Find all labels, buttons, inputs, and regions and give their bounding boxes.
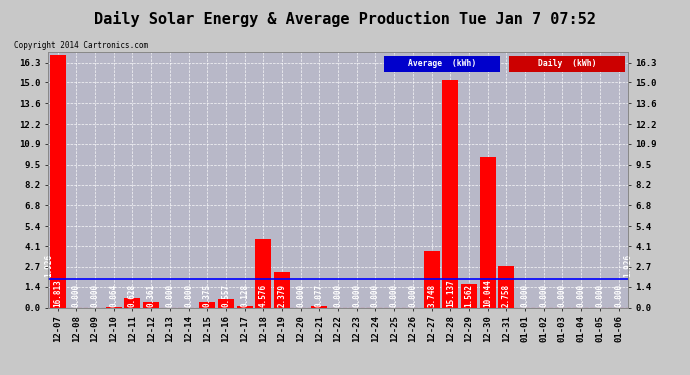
- Bar: [124, 298, 140, 307]
- Text: 0.077: 0.077: [315, 284, 324, 307]
- Bar: [274, 272, 290, 308]
- Bar: [237, 306, 253, 308]
- Text: Copyright 2014 Cartronics.com: Copyright 2014 Cartronics.com: [14, 41, 148, 50]
- Text: 0.000: 0.000: [353, 284, 362, 307]
- Text: 0.000: 0.000: [540, 284, 549, 307]
- Text: 0.000: 0.000: [333, 284, 343, 307]
- Text: 3.748: 3.748: [427, 284, 436, 307]
- Text: 0.000: 0.000: [408, 284, 417, 307]
- Bar: [255, 239, 271, 308]
- Text: 10.044: 10.044: [483, 279, 492, 307]
- Text: 1.926: 1.926: [43, 254, 53, 277]
- Text: 0.064: 0.064: [109, 284, 118, 307]
- Text: 0.128: 0.128: [240, 284, 249, 307]
- Text: Daily  (kWh): Daily (kWh): [538, 60, 596, 69]
- Text: 0.361: 0.361: [147, 284, 156, 307]
- Bar: [480, 157, 495, 308]
- Text: 0.000: 0.000: [72, 284, 81, 307]
- Bar: [144, 302, 159, 307]
- Bar: [442, 81, 458, 308]
- Bar: [218, 299, 234, 307]
- Text: 1.926: 1.926: [623, 254, 633, 277]
- Text: 0.000: 0.000: [166, 284, 175, 307]
- FancyBboxPatch shape: [384, 56, 500, 72]
- Bar: [424, 251, 440, 308]
- Bar: [498, 266, 514, 308]
- FancyBboxPatch shape: [509, 56, 625, 72]
- Text: 0.000: 0.000: [184, 284, 193, 307]
- Text: 0.000: 0.000: [296, 284, 305, 307]
- Text: 2.379: 2.379: [277, 284, 286, 307]
- Text: 0.000: 0.000: [371, 284, 380, 307]
- Text: 0.000: 0.000: [558, 284, 567, 307]
- Text: 2.758: 2.758: [502, 284, 511, 307]
- Text: 0.000: 0.000: [595, 284, 604, 307]
- Text: 0.000: 0.000: [90, 284, 99, 307]
- Text: 16.813: 16.813: [53, 279, 62, 307]
- Bar: [50, 55, 66, 308]
- Text: 4.576: 4.576: [259, 284, 268, 307]
- Text: 0.000: 0.000: [520, 284, 529, 307]
- Text: Average  (kWh): Average (kWh): [408, 60, 477, 69]
- Text: 1.562: 1.562: [464, 284, 473, 307]
- Text: 0.628: 0.628: [128, 284, 137, 307]
- Bar: [106, 306, 121, 308]
- Text: 0.000: 0.000: [577, 284, 586, 307]
- Text: 0.000: 0.000: [390, 284, 399, 307]
- Text: 0.557: 0.557: [221, 284, 230, 307]
- Bar: [461, 284, 477, 308]
- Bar: [199, 302, 215, 307]
- Text: Daily Solar Energy & Average Production Tue Jan 7 07:52: Daily Solar Energy & Average Production …: [94, 11, 596, 27]
- Text: 15.137: 15.137: [446, 279, 455, 307]
- Text: 0.375: 0.375: [203, 284, 212, 307]
- Text: 0.000: 0.000: [614, 284, 623, 307]
- Bar: [311, 306, 327, 308]
